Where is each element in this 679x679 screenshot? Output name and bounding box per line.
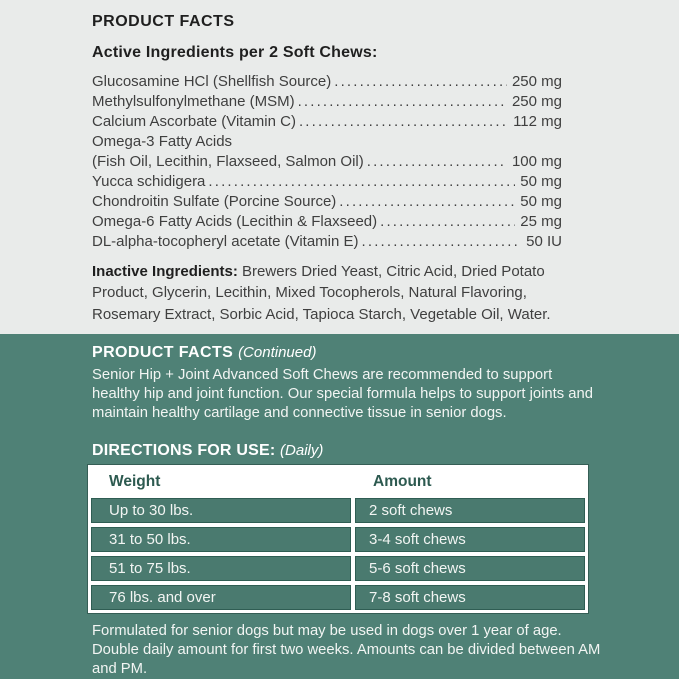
active-ingredients-heading: Active Ingredients per 2 Soft Chews: [92, 44, 378, 61]
table-cell-amount: 7-8 soft chews [355, 585, 585, 610]
dotted-leader [367, 152, 507, 172]
table-cell-weight: 76 lbs. and over [91, 585, 351, 610]
ingredient-amount: 25 mg [520, 213, 562, 230]
dotted-leader [208, 172, 515, 192]
product-facts-panel: PRODUCT FACTS Active Ingredients per 2 S… [0, 0, 679, 334]
ingredient-amount: 50 IU [526, 233, 562, 250]
ingredient-row: Glucosamine HCl (Shellfish Source) 250 m… [92, 72, 562, 92]
ingredient-name: Omega-3 Fatty Acids [92, 133, 233, 150]
ingredient-name: (Fish Oil, Lecithin, Flaxseed, Salmon Oi… [92, 153, 364, 170]
dotted-leader [380, 212, 515, 232]
ingredient-amount: 50 mg [520, 193, 562, 210]
ingredient-row: (Fish Oil, Lecithin, Flaxseed, Salmon Oi… [92, 152, 562, 172]
ingredient-amount: 250 mg [511, 73, 562, 90]
continued-note: (Continued) [238, 344, 317, 361]
inactive-ingredients-text: Brewers Dried Yeast, Citric Acid, Dried … [92, 263, 551, 323]
ingredient-row: Omega-3 Fatty Acids [92, 132, 562, 152]
dosage-table: Weight Amount Up to 30 lbs. 2 soft chews… [88, 465, 588, 613]
ingredient-row: DL-alpha-tocopheryl acetate (Vitamin E) … [92, 232, 562, 252]
ingredient-row: Calcium Ascorbate (Vitamin C) 112 mg [92, 112, 562, 132]
dotted-leader [298, 92, 507, 112]
daily-note: (Daily) [280, 442, 324, 459]
table-cell-weight: 31 to 50 lbs. [91, 527, 351, 552]
table-cell-amount: 3-4 soft chews [355, 527, 585, 552]
ingredient-row: Chondroitin Sulfate (Porcine Source) 50 … [92, 192, 562, 212]
directions-for-use-heading: DIRECTIONS FOR USE: (Daily) [92, 442, 604, 460]
dotted-leader [339, 192, 515, 212]
product-description: Senior Hip + Joint Advanced Soft Chews a… [92, 367, 593, 421]
ingredient-amount: 250 mg [511, 93, 562, 110]
ingredient-name: Methylsulfonylmethane (MSM) [92, 93, 295, 110]
ingredient-row: Omega-6 Fatty Acids (Lecithin & Flaxseed… [92, 212, 562, 232]
title-text: PRODUCT FACTS [92, 344, 234, 361]
inactive-ingredients: Inactive Ingredients: Brewers Dried Yeas… [92, 261, 599, 325]
ingredient-row: Methylsulfonylmethane (MSM) 250 mg [92, 92, 562, 112]
dotted-leader [299, 112, 508, 132]
table-cell-amount: 2 soft chews [355, 498, 585, 523]
table-cell-amount: 5-6 soft chews [355, 556, 585, 581]
ingredient-name: Calcium Ascorbate (Vitamin C) [92, 113, 296, 130]
amount-column-header: Amount [355, 468, 585, 494]
dotted-leader [362, 232, 522, 252]
ingredient-row: Yucca schidigera 50 mg [92, 172, 562, 192]
active-ingredients-list: Glucosamine HCl (Shellfish Source) 250 m… [92, 72, 562, 252]
product-facts-continued-panel: PRODUCT FACTS (Continued) Senior Hip + J… [0, 334, 679, 679]
ingredient-amount: 50 mg [520, 173, 562, 190]
ingredient-name: Glucosamine HCl (Shellfish Source) [92, 73, 332, 90]
usage-footnote: Formulated for senior dogs but may be us… [92, 623, 601, 678]
table-cell-weight: 51 to 75 lbs. [91, 556, 351, 581]
weight-column-header: Weight [91, 468, 351, 494]
ingredient-name: Yucca schidigera [92, 173, 206, 190]
ingredient-name: Omega-6 Fatty Acids (Lecithin & Flaxseed… [92, 213, 378, 230]
directions-text: DIRECTIONS FOR USE: [92, 442, 276, 459]
ingredient-amount: 100 mg [511, 153, 562, 170]
table-cell-weight: Up to 30 lbs. [91, 498, 351, 523]
product-facts-continued-title: PRODUCT FACTS (Continued) [92, 344, 604, 362]
ingredient-name: DL-alpha-tocopheryl acetate (Vitamin E) [92, 233, 359, 250]
dotted-leader [334, 72, 507, 92]
product-facts-title: PRODUCT FACTS [92, 13, 235, 30]
ingredient-amount: 112 mg [513, 113, 562, 130]
ingredient-name: Chondroitin Sulfate (Porcine Source) [92, 193, 337, 210]
inactive-ingredients-label: Inactive Ingredients: [92, 263, 238, 280]
